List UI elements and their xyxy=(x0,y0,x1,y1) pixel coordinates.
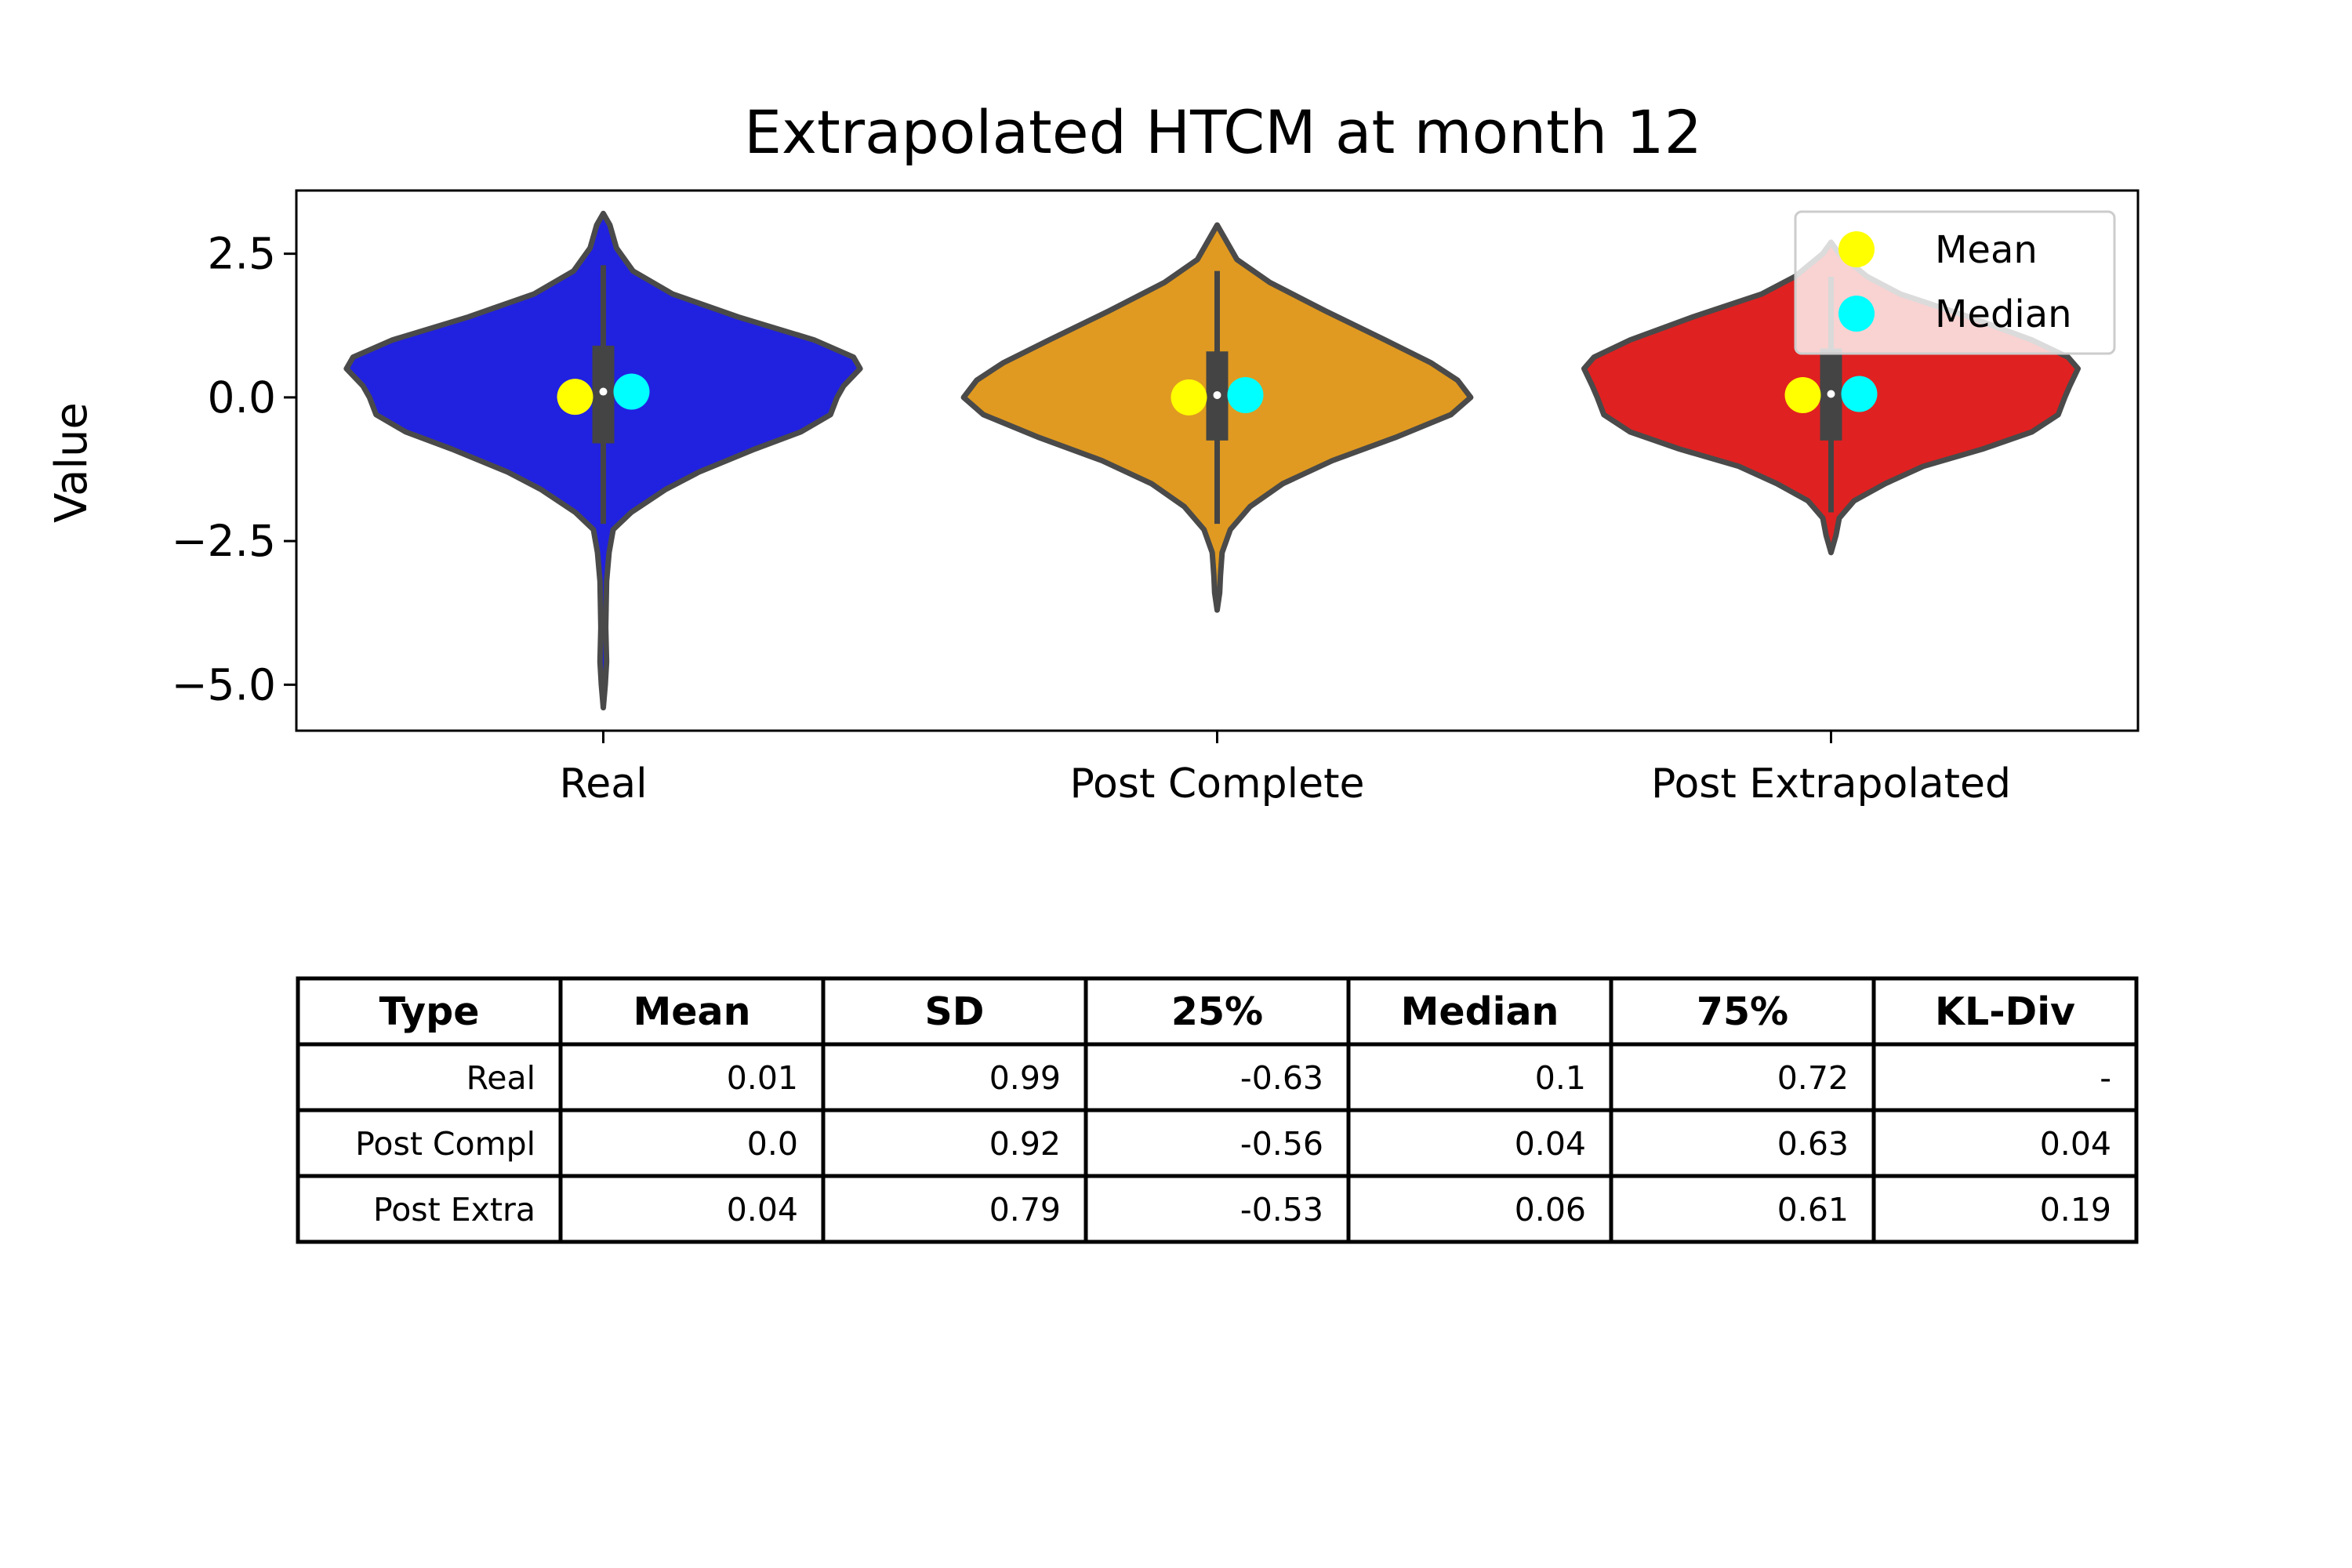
table-cell xyxy=(1083,1108,1351,1178)
table-cell xyxy=(1609,1174,1876,1244)
stats-table: Type Mean SD 25% Median 75% KL-Div Real 0.01 0.99… xyxy=(296,976,2139,1244)
legend-label: Median xyxy=(1935,292,2072,336)
table-data-cell: 0.0 xyxy=(747,1125,798,1163)
table-cell xyxy=(1871,1174,2139,1244)
table-cell xyxy=(1346,976,1613,1047)
table-data-cell: - xyxy=(2100,1059,2111,1097)
y-tick-label: −5.0 xyxy=(171,659,276,710)
table-data-cell: Real xyxy=(466,1059,535,1097)
table-header-cell: Mean xyxy=(633,989,751,1034)
table-data-cell: Post Compl xyxy=(355,1125,535,1163)
table-cell xyxy=(1609,1042,1876,1112)
table-data-cell: Post Extra xyxy=(373,1191,535,1229)
table-data-cell: 0.99 xyxy=(989,1059,1061,1097)
table-data-cell: 0.63 xyxy=(1777,1125,1849,1163)
table-cell xyxy=(821,976,1088,1047)
mean-marker xyxy=(1784,376,1821,413)
y-tick-label: −2.5 xyxy=(171,516,276,566)
legend-box xyxy=(1794,210,2116,355)
violin-median-dot xyxy=(599,387,608,396)
table-cell xyxy=(558,1042,826,1112)
table-data-cell: 0.04 xyxy=(727,1191,798,1229)
violin-median-dot xyxy=(1213,390,1221,399)
median-marker xyxy=(1841,376,1878,412)
legend-marker xyxy=(1838,231,1875,267)
y-axis-label: Value xyxy=(46,402,97,523)
table-data-cell: 0.72 xyxy=(1777,1059,1849,1097)
legend-label: Mean xyxy=(1935,228,2038,272)
table-cell xyxy=(296,1174,563,1244)
table-cell xyxy=(821,1174,1088,1244)
x-tick-label: Post Extrapolated xyxy=(1651,760,2011,808)
y-tick-label: 0.0 xyxy=(208,372,276,423)
legend: Mean Median xyxy=(1794,210,2116,355)
table-data-cell: 0.01 xyxy=(727,1059,798,1097)
table-data-cell: 0.1 xyxy=(1535,1059,1586,1097)
table-data-cell: 0.19 xyxy=(2040,1191,2111,1229)
table-header-cell: Median xyxy=(1401,989,1559,1034)
legend-marker xyxy=(1838,296,1875,332)
table-data-cell: 0.92 xyxy=(989,1125,1061,1163)
table-cell xyxy=(1346,1042,1613,1112)
table-cell xyxy=(1609,1108,1876,1178)
median-marker xyxy=(1227,376,1264,413)
table-data-cell: 0.06 xyxy=(1515,1191,1586,1229)
table-data-cell: 0.61 xyxy=(1777,1191,1849,1229)
table-header-cell: 75% xyxy=(1697,989,1788,1034)
table-data-cell: 0.79 xyxy=(989,1191,1061,1229)
table-data-cell: -0.63 xyxy=(1240,1059,1323,1097)
table-data-cell: -0.53 xyxy=(1240,1191,1323,1229)
table-header-cell: KL-Div xyxy=(1935,989,2075,1034)
x-tick-label: Post Complete xyxy=(1070,760,1365,808)
table-data-cell: 0.04 xyxy=(1515,1125,1586,1163)
mean-marker xyxy=(1171,379,1207,416)
y-tick-label: 2.5 xyxy=(208,229,276,279)
chart-title: Extrapolated HTCM at month 12 xyxy=(744,97,1702,167)
table-cell xyxy=(1871,1042,2139,1112)
mean-marker xyxy=(557,379,593,416)
axes-frame xyxy=(295,189,2140,732)
table-header-cell: 25% xyxy=(1171,989,1263,1034)
table-cell xyxy=(1871,1108,2139,1178)
table-data-cell: 0.04 xyxy=(2040,1125,2111,1163)
table-header-cell: SD xyxy=(925,989,985,1034)
violin-median-dot xyxy=(1827,390,1835,398)
table-header-cell: Type xyxy=(379,989,480,1034)
median-marker xyxy=(613,373,650,410)
x-tick-label: Real xyxy=(559,760,647,808)
table-data-cell: -0.56 xyxy=(1240,1125,1323,1163)
table-cell xyxy=(1083,976,1351,1047)
